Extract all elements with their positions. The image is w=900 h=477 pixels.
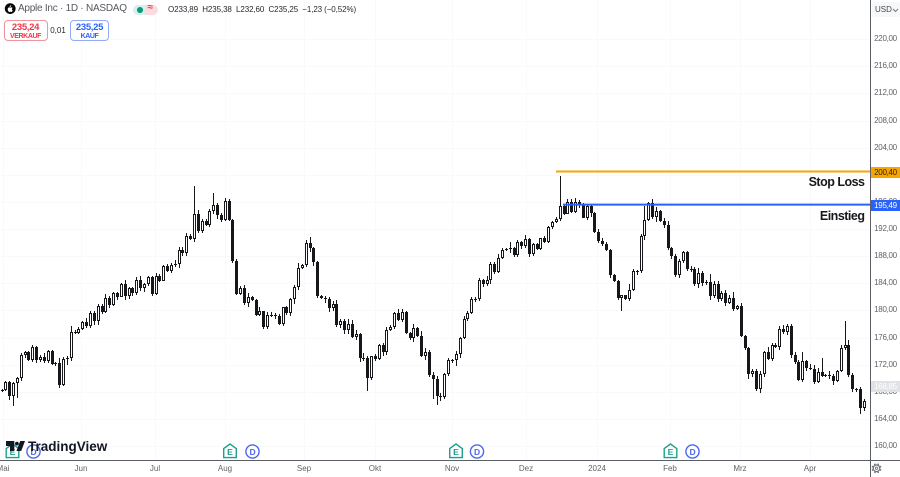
svg-text:E: E (227, 447, 233, 457)
svg-text:D: D (30, 447, 36, 457)
svg-text:E: E (453, 447, 459, 457)
svg-text:D: D (249, 447, 255, 457)
svg-text:D: D (474, 447, 480, 457)
svg-text:D: D (689, 447, 695, 457)
svg-text:E: E (668, 447, 674, 457)
svg-text:TradingView: TradingView (28, 439, 108, 454)
svg-text:E: E (10, 447, 16, 457)
